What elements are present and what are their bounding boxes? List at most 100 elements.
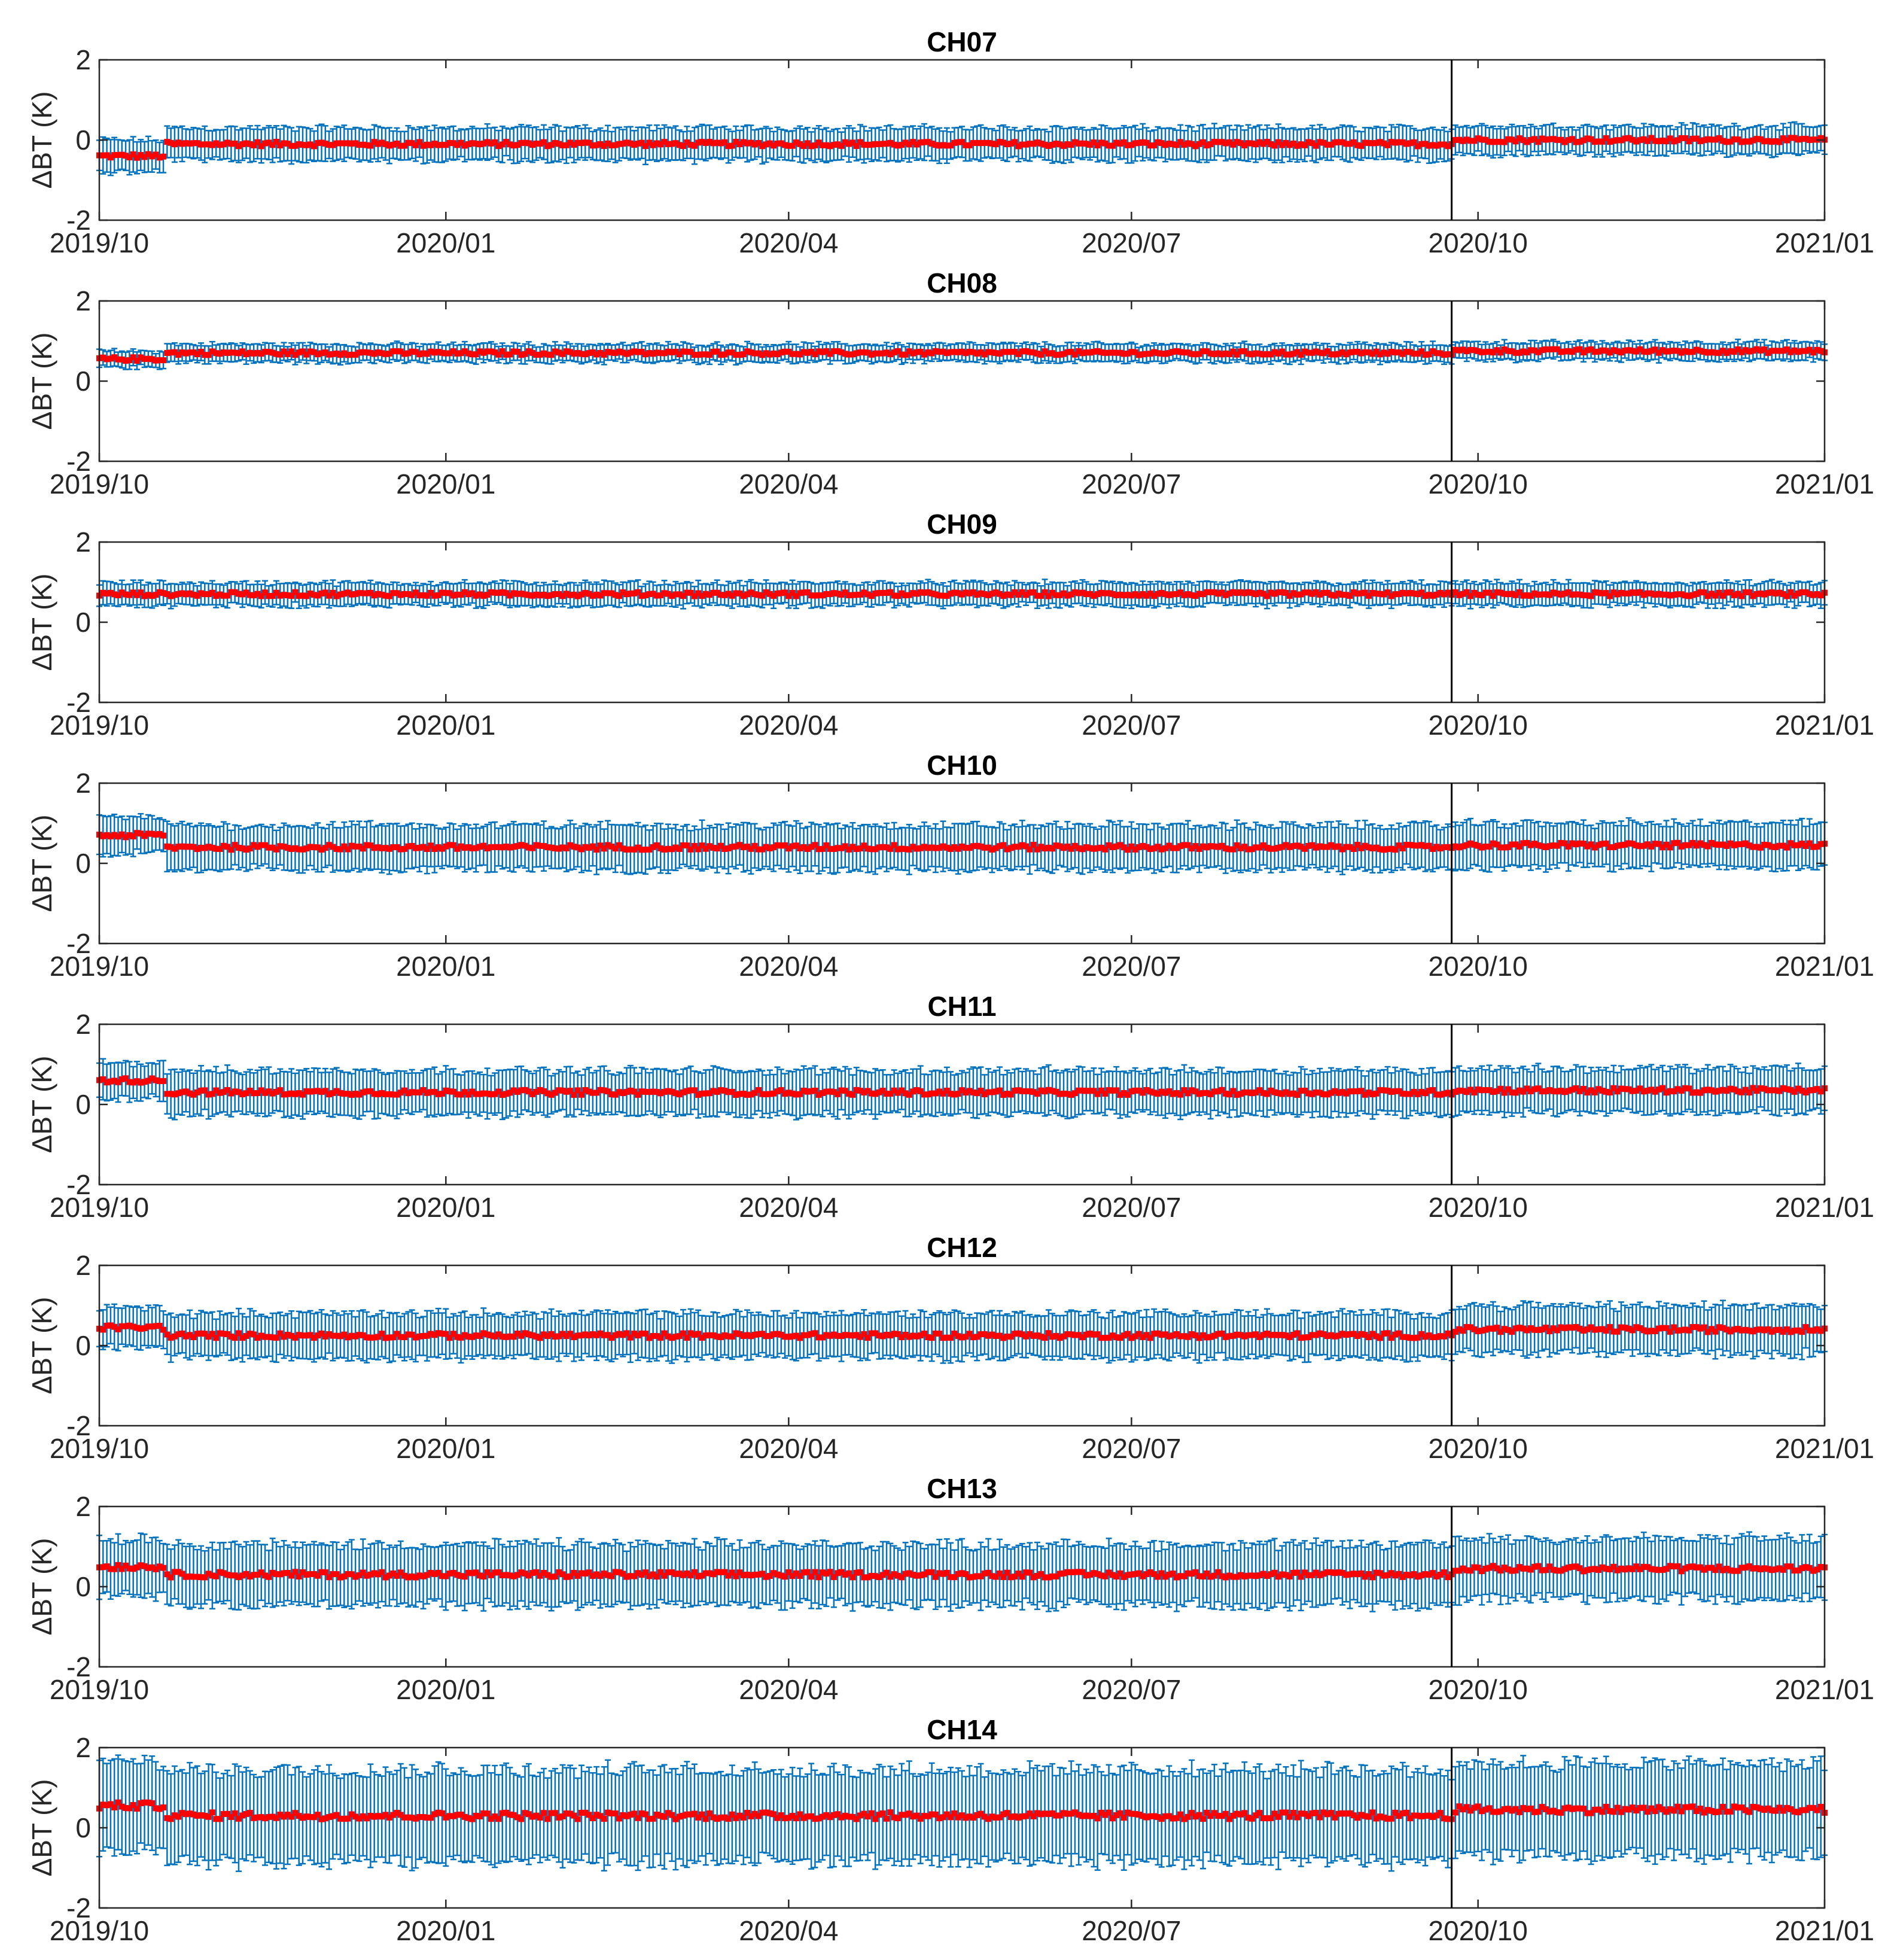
mean-point — [1120, 351, 1127, 357]
mean-point — [1234, 139, 1240, 145]
mean-point — [345, 140, 351, 147]
mean-point — [835, 348, 841, 354]
mean-point — [1554, 346, 1560, 352]
mean-point — [842, 351, 848, 357]
mean-point — [187, 141, 193, 147]
mean-point — [217, 142, 223, 148]
mean-point — [123, 358, 129, 364]
mean-point — [665, 141, 671, 147]
mean-point — [107, 355, 114, 362]
mean-point — [484, 348, 491, 355]
mean-point — [1539, 347, 1545, 354]
mean-point — [1667, 135, 1673, 142]
mean-point — [887, 139, 894, 146]
mean-point — [556, 349, 562, 356]
mean-point — [1652, 138, 1658, 144]
mean-point — [111, 152, 118, 159]
mean-point — [194, 351, 200, 358]
mean-point — [394, 140, 400, 147]
mean-point — [374, 349, 381, 355]
mean-point — [1584, 135, 1591, 142]
mean-point — [1663, 138, 1670, 145]
mean-point — [650, 351, 656, 357]
mean-point — [1509, 348, 1515, 355]
mean-point — [133, 357, 140, 364]
mean-point — [582, 351, 589, 358]
mean-point — [861, 349, 867, 355]
mean-point — [1580, 349, 1586, 356]
mean-point — [367, 142, 374, 149]
mean-point — [1049, 141, 1056, 148]
mean-point — [1603, 135, 1609, 142]
mean-point — [989, 349, 995, 355]
mean-point — [1490, 349, 1496, 356]
mean-point — [1170, 141, 1176, 148]
mean-point — [303, 351, 310, 358]
mean-point — [386, 351, 392, 357]
mean-point — [586, 139, 592, 146]
xtick-label: 2020/10 — [1429, 468, 1528, 500]
mean-point — [266, 139, 272, 146]
mean-point — [899, 142, 905, 148]
mean-point — [879, 350, 886, 357]
mean-point — [341, 350, 348, 357]
mean-point — [1102, 140, 1109, 147]
mean-point — [1317, 139, 1323, 145]
mean-point — [420, 142, 427, 149]
mean-point — [1362, 349, 1368, 355]
ytick-label: 0 — [75, 366, 91, 397]
mean-point — [642, 351, 649, 358]
mean-point — [300, 142, 306, 148]
mean-point — [1369, 140, 1376, 147]
mean-point — [1377, 351, 1383, 358]
mean-point — [665, 348, 671, 355]
mean-point — [1614, 137, 1621, 144]
mean-point — [480, 141, 487, 147]
mean-point — [1279, 348, 1286, 355]
mean-point — [1622, 347, 1628, 354]
mean-point — [461, 142, 468, 149]
mean-point — [1332, 351, 1338, 358]
ytick-label: 2 — [75, 44, 91, 75]
mean-point — [989, 140, 995, 147]
mean-point — [514, 142, 520, 148]
mean-point — [277, 142, 284, 149]
mean-point — [672, 348, 679, 355]
mean-point — [1061, 142, 1067, 149]
mean-point — [906, 348, 912, 355]
mean-point — [205, 141, 212, 148]
mean-point — [1727, 348, 1734, 354]
xtick-label: 2020/07 — [1082, 468, 1181, 500]
mean-point — [608, 142, 615, 149]
mean-point — [1742, 138, 1749, 145]
mean-point — [589, 349, 596, 355]
mean-point — [281, 348, 287, 355]
mean-point — [812, 351, 818, 358]
mean-point — [1535, 349, 1542, 355]
mean-point — [959, 348, 965, 355]
mean-point — [759, 143, 766, 150]
mean-point — [672, 140, 679, 147]
mean-point — [699, 351, 705, 358]
mean-point — [1083, 141, 1089, 147]
mean-point — [1671, 138, 1677, 145]
mean-point — [1023, 348, 1030, 354]
mean-point — [1414, 351, 1421, 357]
mean-point — [138, 354, 144, 361]
mean-point — [1302, 348, 1308, 355]
mean-point — [1177, 139, 1184, 145]
mean-point — [107, 154, 114, 161]
mean-point — [488, 140, 494, 147]
mean-point — [751, 350, 758, 357]
mean-point — [740, 351, 747, 358]
mean-point — [296, 349, 302, 356]
mean-point — [1207, 350, 1214, 357]
mean-point — [1467, 138, 1474, 144]
mean-point — [744, 348, 751, 355]
mean-point — [1527, 347, 1534, 354]
mean-point — [1034, 350, 1040, 357]
mean-point — [1773, 348, 1779, 354]
mean-point — [1738, 349, 1745, 355]
mean-point — [1817, 135, 1824, 141]
mean-point — [133, 154, 140, 161]
